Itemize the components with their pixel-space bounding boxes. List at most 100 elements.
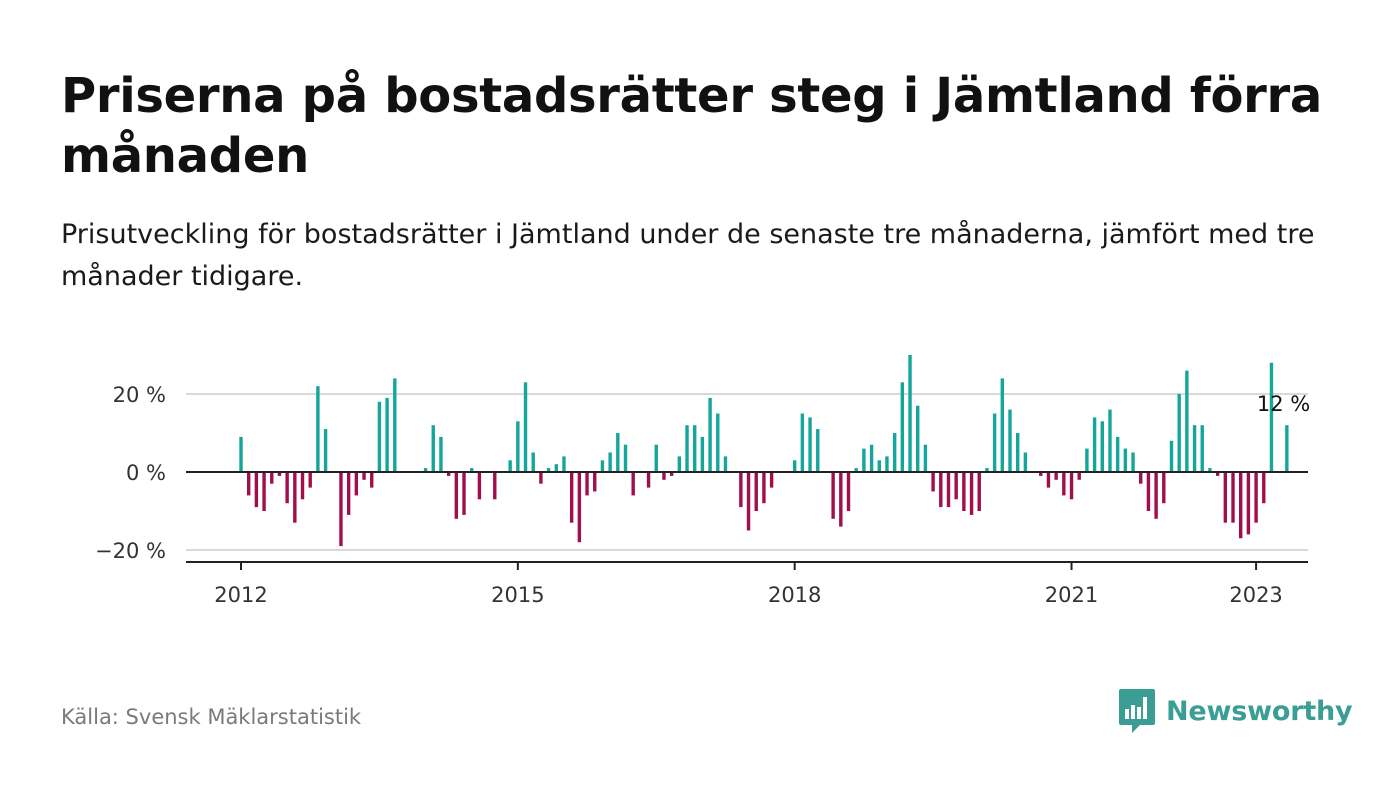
bar bbox=[1108, 409, 1112, 472]
bar bbox=[1015, 433, 1020, 472]
bar bbox=[1200, 425, 1204, 472]
bar-chart: 20 % 0 % −20 % 2012 2015 2018 2021 2023 12 % bbox=[95, 355, 1310, 607]
bar bbox=[1231, 472, 1235, 523]
bar bbox=[708, 397, 712, 472]
bar bbox=[1177, 394, 1181, 472]
bar bbox=[577, 472, 582, 543]
bar bbox=[646, 472, 651, 488]
bar bbox=[1215, 472, 1220, 476]
bar bbox=[1169, 440, 1174, 472]
bar bbox=[393, 378, 397, 472]
tick-labels: 20 % 0 % −20 % 2012 2015 2018 2021 2023 12 % bbox=[95, 383, 1310, 607]
bar bbox=[516, 421, 520, 472]
bar bbox=[969, 472, 974, 515]
bar bbox=[885, 456, 889, 472]
bar bbox=[962, 472, 966, 511]
bar bbox=[800, 413, 805, 472]
bar bbox=[792, 460, 797, 472]
bar bbox=[693, 425, 697, 472]
bar bbox=[816, 429, 820, 472]
bar bbox=[892, 433, 897, 472]
bar bbox=[923, 444, 928, 472]
bar bbox=[685, 425, 689, 472]
bar bbox=[431, 425, 435, 472]
bar bbox=[723, 456, 728, 472]
bar bbox=[1008, 409, 1012, 472]
bar bbox=[1285, 425, 1289, 472]
bar bbox=[1077, 472, 1081, 480]
bar bbox=[762, 472, 766, 504]
bar bbox=[908, 355, 912, 472]
y-tick-label: 20 % bbox=[113, 383, 166, 407]
bar bbox=[1092, 417, 1097, 472]
source-note: Källa: Svensk Mäklarstatistik bbox=[61, 705, 362, 729]
bar bbox=[831, 472, 835, 519]
brand-name: Newsworthy bbox=[1166, 695, 1353, 727]
bar bbox=[946, 472, 951, 508]
bar bbox=[869, 444, 874, 472]
bar bbox=[808, 417, 812, 472]
bar bbox=[569, 472, 574, 523]
brand-logo[interactable]: Newsworthy bbox=[1118, 688, 1353, 734]
newsworthy-logo-icon bbox=[1119, 689, 1155, 733]
axes bbox=[186, 471, 1308, 570]
bar bbox=[354, 472, 359, 496]
bar bbox=[1100, 421, 1104, 472]
bar bbox=[854, 468, 858, 472]
bar bbox=[600, 460, 605, 472]
bar bbox=[454, 472, 459, 519]
bar bbox=[531, 452, 535, 472]
x-tick-label: 2018 bbox=[768, 583, 821, 607]
bar bbox=[739, 472, 743, 508]
bar bbox=[470, 468, 474, 472]
bar bbox=[746, 472, 751, 531]
bar bbox=[1131, 452, 1135, 472]
bar bbox=[985, 468, 989, 472]
bar bbox=[1192, 425, 1197, 472]
x-tick-label: 2012 bbox=[214, 583, 267, 607]
bar bbox=[546, 468, 551, 472]
bar bbox=[616, 433, 620, 472]
bar bbox=[1139, 472, 1143, 484]
bar bbox=[385, 397, 389, 472]
bar bbox=[293, 472, 297, 523]
bar bbox=[1208, 468, 1212, 472]
bar bbox=[346, 472, 351, 515]
bar bbox=[539, 472, 543, 484]
bars bbox=[239, 355, 1289, 547]
bar bbox=[308, 472, 312, 488]
bar bbox=[1123, 448, 1128, 472]
bar bbox=[1239, 472, 1243, 539]
chart-subtitle: Prisutveckling för bostadsrätter i Jämtl… bbox=[61, 219, 1315, 292]
bar bbox=[877, 460, 881, 472]
bar bbox=[316, 386, 320, 472]
bar bbox=[239, 436, 243, 472]
bar bbox=[370, 472, 374, 488]
bar bbox=[931, 472, 935, 492]
bar bbox=[992, 413, 997, 472]
bar bbox=[608, 452, 612, 472]
bar bbox=[362, 472, 366, 480]
bar bbox=[339, 472, 343, 547]
bar bbox=[1146, 472, 1151, 511]
bar bbox=[254, 472, 259, 508]
bar bbox=[1085, 448, 1089, 472]
bar bbox=[439, 436, 443, 472]
bar bbox=[1269, 362, 1274, 472]
bar bbox=[654, 444, 658, 472]
x-tick-label: 2021 bbox=[1045, 583, 1098, 607]
y-tick-label: −20 % bbox=[95, 539, 166, 563]
bar bbox=[1223, 472, 1228, 523]
bar bbox=[623, 444, 628, 472]
bar bbox=[585, 472, 589, 496]
x-tick-label: 2015 bbox=[491, 583, 544, 607]
bar bbox=[677, 456, 682, 472]
bar bbox=[246, 472, 251, 496]
bar bbox=[1023, 452, 1028, 472]
bar bbox=[277, 472, 282, 476]
bar bbox=[1246, 472, 1251, 535]
bar bbox=[523, 382, 528, 472]
bar bbox=[939, 472, 943, 508]
bar bbox=[377, 401, 382, 472]
bar bbox=[1062, 472, 1066, 496]
